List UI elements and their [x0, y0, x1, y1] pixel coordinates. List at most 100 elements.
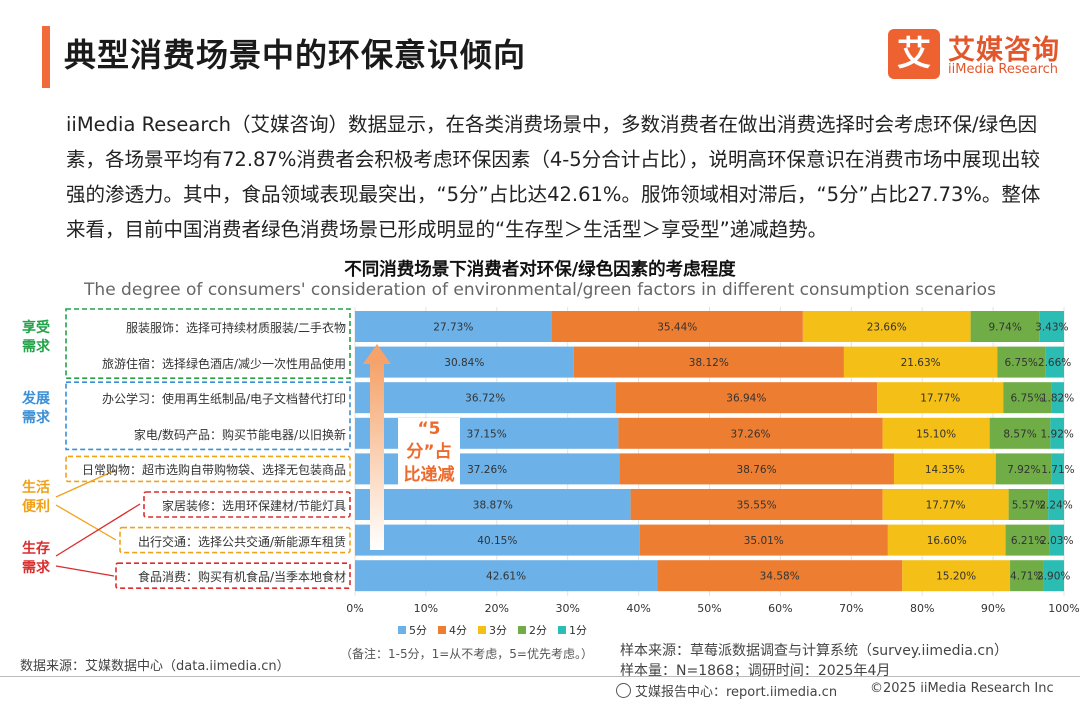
- globe-icon: [616, 683, 631, 698]
- bar-segment: [1051, 453, 1064, 485]
- data-label: 17.77%: [920, 393, 960, 405]
- bar-segment: [887, 524, 1006, 556]
- description-text: iiMedia Research（艾媒咨询）数据显示，在各类消费场景中，多数消费…: [66, 113, 1041, 241]
- bar-segment: [1050, 417, 1064, 449]
- brand-name: 艾媒咨询: [948, 35, 1060, 66]
- bar-segment: [877, 382, 1004, 414]
- x-tick-label: 80%: [910, 602, 934, 615]
- bar-segment: [355, 311, 552, 342]
- data-label: 2.90%: [1037, 571, 1070, 583]
- data-label: 42.61%: [486, 571, 526, 583]
- legend-label: 1分: [569, 624, 587, 637]
- brand-name-en: iiMedia Research: [948, 62, 1059, 77]
- data-label: 3.43%: [1035, 322, 1068, 334]
- legend-label: 3分: [489, 624, 507, 637]
- legend-label: 5分: [409, 624, 427, 637]
- data-label: 38.76%: [737, 464, 777, 476]
- page-title: 典型消费场景中的环保意识倾向: [64, 36, 527, 74]
- legend-swatch: [438, 626, 446, 634]
- trend-arrow-head: [363, 344, 391, 364]
- category-frame: [143, 491, 351, 518]
- data-label: 21.63%: [901, 357, 941, 369]
- connector-arrow: [55, 469, 117, 498]
- legend-label: 2分: [529, 624, 547, 637]
- bar-segment: [619, 453, 894, 485]
- legend-swatch: [398, 626, 406, 634]
- data-label: 8.57%: [1003, 428, 1036, 440]
- bar-segment: [997, 346, 1046, 378]
- data-label: 37.15%: [467, 428, 507, 440]
- data-label: 2.03%: [1040, 535, 1073, 547]
- bar-segment: [355, 524, 640, 556]
- data-label: 6.75%: [1010, 393, 1043, 405]
- x-tick-label: 70%: [839, 602, 863, 615]
- sample-size: 样本量：N=1868；调研时间：2025年4月: [620, 663, 891, 679]
- data-label: 2.66%: [1038, 357, 1071, 369]
- data-label: 6.75%: [1005, 357, 1038, 369]
- data-label: 38.12%: [689, 357, 729, 369]
- trend-annotation: “5分”占比递减: [398, 418, 460, 487]
- data-label: 30.84%: [444, 357, 484, 369]
- data-label: 1.92%: [1041, 428, 1074, 440]
- bar-segment: [1005, 524, 1050, 556]
- category-frame: [65, 455, 351, 483]
- title-accent-bar: [42, 26, 50, 88]
- category-label: 出行交通：选择公共交通/新能源车租赁: [137, 534, 346, 549]
- data-label: 38.87%: [473, 500, 513, 512]
- bar-segment: [630, 489, 883, 520]
- data-label: 37.26%: [467, 464, 507, 476]
- x-tick-label: 10%: [414, 602, 438, 615]
- bar-segment: [355, 560, 658, 592]
- bar-segment: [802, 311, 971, 342]
- data-label: 14.35%: [925, 464, 965, 476]
- bar-segment: [1003, 382, 1052, 414]
- bar-segment: [657, 560, 903, 592]
- legend-label: 4分: [449, 624, 467, 637]
- bar-segment: [573, 346, 844, 378]
- data-label: 35.55%: [737, 500, 777, 512]
- data-label: 15.20%: [936, 571, 976, 583]
- footer-copyright: ©2025 iiMedia Research Inc: [870, 681, 1054, 696]
- category-label: 家居装修：选用环保建材/节能灯具: [161, 499, 346, 513]
- data-label: 15.10%: [916, 428, 956, 440]
- x-tick-label: 90%: [981, 602, 1005, 615]
- data-label: 6.21%: [1011, 535, 1044, 547]
- data-label: 27.73%: [433, 322, 473, 334]
- data-label: 5.57%: [1012, 500, 1045, 512]
- bar-segment: [995, 453, 1052, 485]
- bar-segment: [1039, 311, 1064, 342]
- data-label: 1.71%: [1041, 464, 1074, 476]
- chart-subtitle: The degree of consumers' consideration o…: [84, 280, 996, 300]
- connector-arrow: [55, 565, 115, 577]
- category-label: 食品消费：购买有机食品/当季本地食材: [137, 570, 346, 585]
- bar-segment: [355, 489, 631, 520]
- sample-source: 样本来源：草莓派数据调查与计算系统（survey.iimedia.cn）: [620, 643, 1008, 659]
- bar-segment: [893, 453, 996, 485]
- data-label: 17.77%: [926, 500, 966, 512]
- data-label: 34.58%: [760, 571, 800, 583]
- bar-segment: [615, 382, 878, 414]
- bar-segment: [843, 346, 998, 378]
- data-label: 40.15%: [477, 535, 517, 547]
- report-center-link[interactable]: 艾媒报告中心：report.iimedia.cn: [635, 685, 838, 700]
- group-label: 享受需求: [22, 320, 50, 355]
- bar-segment: [551, 311, 803, 342]
- group-frame: [65, 381, 351, 451]
- group-label: 发展需求: [22, 391, 50, 426]
- group-label: 生存需求: [22, 541, 50, 576]
- category-label: 家电/数码产品：购买节能电器/以旧换新: [133, 427, 346, 442]
- category-label: 旅游住宿：选择绿色酒店/减少一次性用品使用: [101, 356, 346, 371]
- data-label: 37.26%: [730, 428, 770, 440]
- category-label: 办公学习：使用再生纸制品/电子文档替代打印: [101, 392, 346, 407]
- bar-segment: [989, 417, 1051, 449]
- scale-note: （备注：1-5分，1=从不考虑，5=优先考虑。）: [340, 647, 593, 661]
- legend-swatch: [478, 626, 486, 634]
- data-label: 9.74%: [988, 322, 1021, 334]
- bar-segment: [882, 489, 1009, 520]
- x-tick-label: 50%: [697, 602, 721, 615]
- trend-arrow-shaft: [370, 362, 384, 550]
- category-label: 日常购物：超市选购自带购物袋、选择无包装商品: [81, 463, 346, 478]
- bar-segment: [970, 311, 1040, 342]
- category-frame: [115, 562, 351, 590]
- data-label: 2.24%: [1039, 500, 1072, 512]
